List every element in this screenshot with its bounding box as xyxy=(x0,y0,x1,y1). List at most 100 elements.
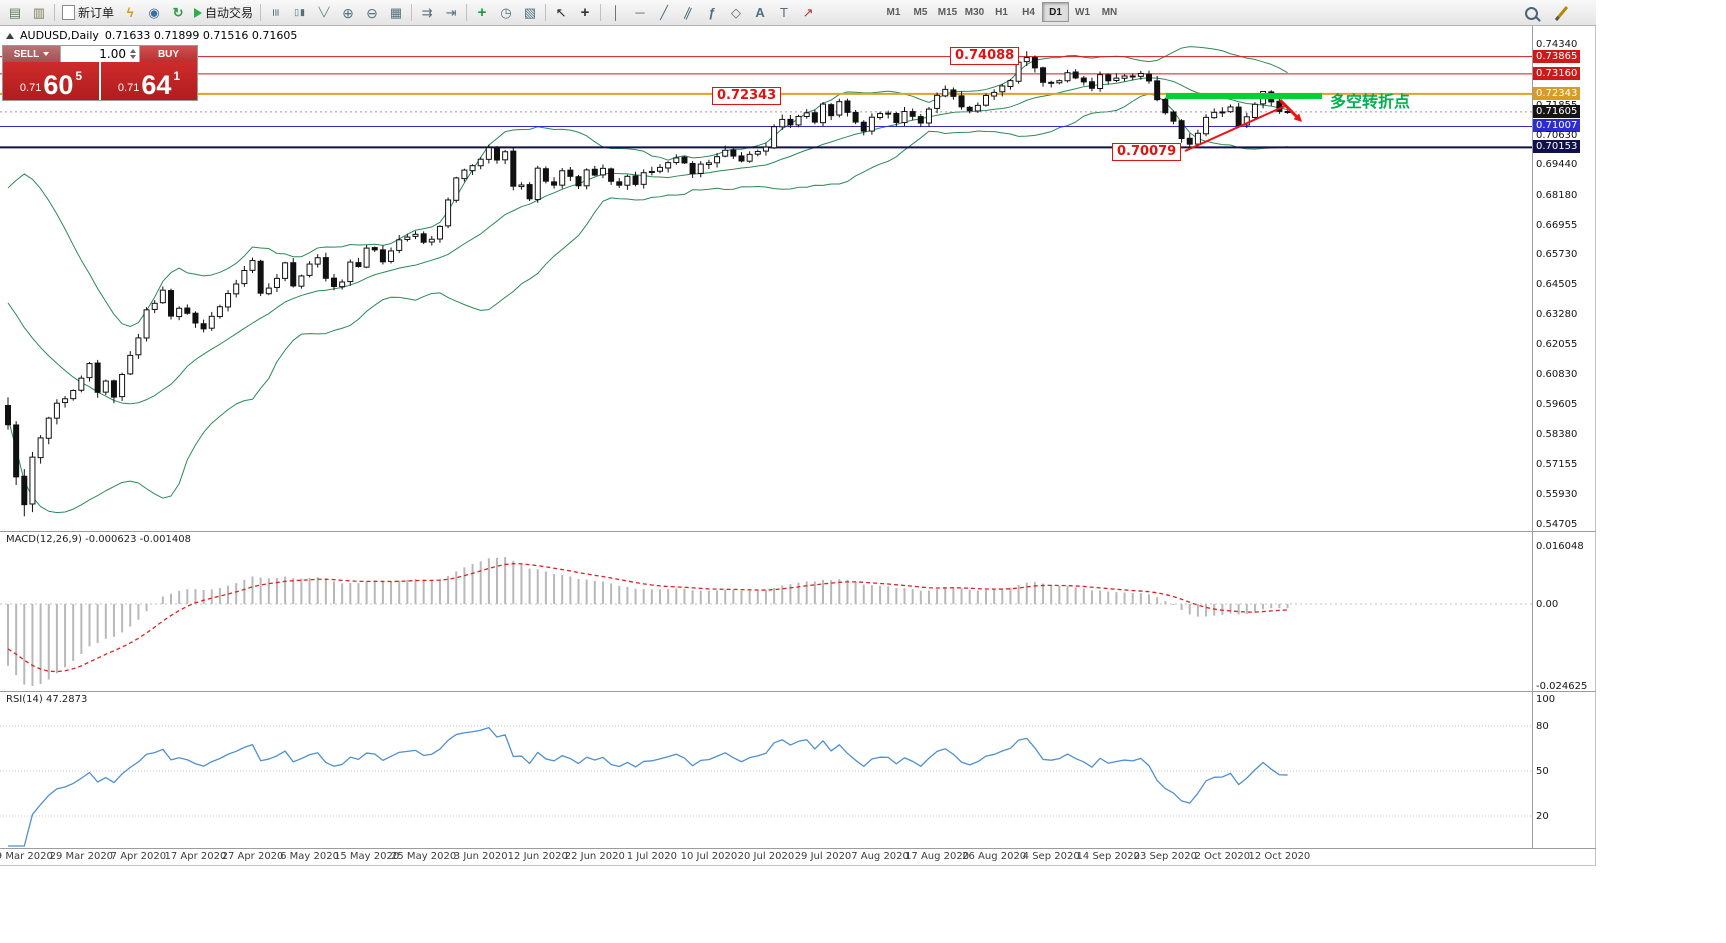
rsi-name: RSI(14) xyxy=(6,694,43,705)
lot-size-input[interactable]: 1.00 xyxy=(60,46,140,62)
timeframe-W1[interactable]: W1 xyxy=(1069,2,1096,22)
price-scale[interactable]: 0.743400.738650.731600.723430.718550.716… xyxy=(1533,0,1595,866)
sell-button[interactable]: SELL xyxy=(3,46,60,62)
one-click-toggle-icon[interactable] xyxy=(6,32,14,39)
text-tool-icon xyxy=(752,5,768,21)
rsi-pane[interactable] xyxy=(0,692,1532,848)
date-label: 25 May 2020 xyxy=(391,851,457,862)
price-scale-tick: 0.70630 xyxy=(1536,129,1578,141)
toolbar-separator xyxy=(600,4,602,21)
price-scale-flag: 0.71605 xyxy=(1533,104,1581,118)
community-button[interactable] xyxy=(142,2,166,24)
date-label: 20 Jul 2020 xyxy=(737,851,795,862)
date-label: 27 Apr 2020 xyxy=(221,851,284,862)
horizontal-line-button[interactable] xyxy=(628,2,652,24)
rsi-scale-tick: 80 xyxy=(1536,721,1549,732)
tile-windows-button[interactable] xyxy=(384,2,408,24)
sell-price-prefix: 0.71 xyxy=(19,82,42,94)
macd-pane[interactable] xyxy=(0,532,1532,691)
new-chart-button[interactable] xyxy=(3,2,27,24)
buy-label: BUY xyxy=(157,48,180,60)
lot-decrease-button[interactable] xyxy=(130,55,136,59)
buy-price-button[interactable]: 0.71 64 1 xyxy=(101,62,197,100)
chart-header: AUDUSD,Daily 0.71633 0.71899 0.71516 0.7… xyxy=(6,29,297,42)
rsi-scale-tick: 50 xyxy=(1536,766,1549,777)
sell-price-button[interactable]: 0.71 60 5 xyxy=(3,62,99,100)
line-chart-button[interactable] xyxy=(312,2,336,24)
time-axis[interactable]: 9 Mar 2020 29 Mar 2020 7 Apr 2020 17 Apr 20… xyxy=(0,848,1532,866)
new-order-button[interactable]: 新订单 xyxy=(58,2,118,24)
refresh-button[interactable] xyxy=(166,2,190,24)
fibonacci-button[interactable] xyxy=(700,2,724,24)
candlestick-chart-button[interactable] xyxy=(288,2,312,24)
community-icon xyxy=(146,5,162,21)
timeframe-D1[interactable]: D1 xyxy=(1042,2,1069,22)
profiles-icon xyxy=(31,5,47,21)
buy-price-big: 64 xyxy=(141,70,172,101)
horizontal-line-icon xyxy=(632,5,648,21)
timeframe-H1[interactable]: H1 xyxy=(988,2,1015,22)
timeframe-toolbar: M1 M5 M15 M30 H1 H4 D1 W1 MN xyxy=(880,2,1123,22)
zoom-in-button[interactable] xyxy=(336,2,360,24)
timeframe-M15[interactable]: M15 xyxy=(934,2,961,22)
indicators-button[interactable] xyxy=(470,2,494,24)
timeframe-M5[interactable]: M5 xyxy=(907,2,934,22)
buy-price-prefix: 0.71 xyxy=(117,82,140,94)
timeframe-MN[interactable]: MN xyxy=(1096,2,1123,22)
timeframe-M30[interactable]: M30 xyxy=(961,2,988,22)
crosshair-button[interactable] xyxy=(573,2,597,24)
trendline-button[interactable] xyxy=(652,2,676,24)
price-scale-border xyxy=(1532,26,1533,848)
price-scale-tick: 0.64505 xyxy=(1536,279,1578,291)
date-label: 6 May 2020 xyxy=(280,851,339,862)
date-label: 14 Sep 2020 xyxy=(1076,851,1140,862)
quick-edit-button[interactable] xyxy=(1550,2,1572,24)
price-scale-tick: 0.62055 xyxy=(1536,339,1578,351)
timeframe-M1[interactable]: M1 xyxy=(880,2,907,22)
search-button[interactable] xyxy=(1520,2,1542,24)
main-chart-area[interactable] xyxy=(0,26,1532,531)
price-scale-tick: 0.60830 xyxy=(1536,369,1578,381)
bar-chart-button[interactable] xyxy=(264,2,288,24)
clock-icon xyxy=(498,5,514,21)
buy-button[interactable]: BUY xyxy=(140,46,197,62)
pane-separator-rsi[interactable] xyxy=(0,691,1596,692)
text-tool-button[interactable] xyxy=(748,2,772,24)
fibonacci-icon xyxy=(704,5,720,21)
channel-icon xyxy=(680,5,696,21)
refresh-icon xyxy=(170,5,186,21)
cursor-button[interactable] xyxy=(549,2,573,24)
date-label: 3 Jun 2020 xyxy=(453,851,508,862)
sell-price-pip: 5 xyxy=(75,69,83,83)
periods-button[interactable] xyxy=(494,2,518,24)
new-order-label: 新订单 xyxy=(78,6,115,20)
macd-scale-tick: -0.024625 xyxy=(1536,681,1588,692)
algo-lightning-button[interactable] xyxy=(118,2,142,24)
price-scale-tick: 0.68180 xyxy=(1536,189,1578,201)
templates-button[interactable] xyxy=(518,2,542,24)
price-scale-tick: 0.58380 xyxy=(1536,429,1578,441)
vertical-line-button[interactable] xyxy=(604,2,628,24)
text-label-button[interactable] xyxy=(772,2,796,24)
timeframe-H4[interactable]: H4 xyxy=(1015,2,1042,22)
date-label: 17 Aug 2020 xyxy=(905,851,970,862)
candles-icon xyxy=(292,5,308,21)
line-chart-icon xyxy=(316,5,332,21)
shapes-button[interactable] xyxy=(724,2,748,24)
lot-value: 1.00 xyxy=(99,47,126,61)
toolbar-separator xyxy=(260,4,262,21)
macd-name: MACD(12,26,9) xyxy=(6,534,82,545)
chart-profiles-button[interactable] xyxy=(27,2,51,24)
auto-trading-button[interactable]: 自动交易 xyxy=(190,2,257,24)
auto-scroll-button[interactable] xyxy=(415,2,439,24)
chart-shift-button[interactable] xyxy=(439,2,463,24)
pane-separator-macd[interactable] xyxy=(0,531,1596,532)
mt4-terminal-window: 新订单 自动交易 xyxy=(0,0,1596,866)
zoom-out-button[interactable] xyxy=(360,2,384,24)
lot-increase-button[interactable] xyxy=(130,49,136,53)
auto-trading-label: 自动交易 xyxy=(205,6,254,20)
date-label: 23 Sep 2020 xyxy=(1133,851,1197,862)
channel-button[interactable] xyxy=(676,2,700,24)
arrows-tool-button[interactable] xyxy=(796,2,820,24)
indicators-plus-icon xyxy=(474,5,490,21)
